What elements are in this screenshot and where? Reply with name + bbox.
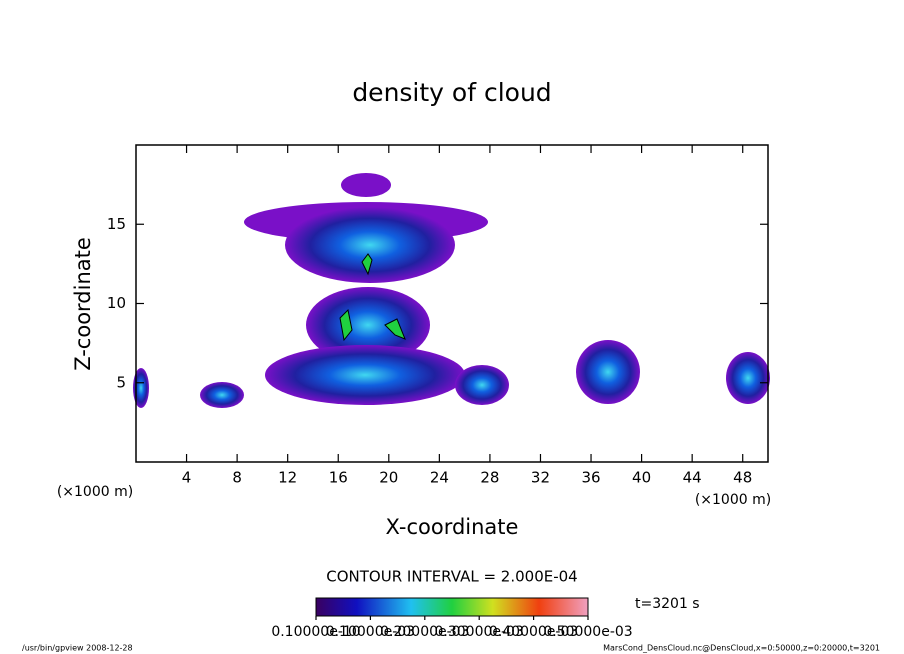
footer: /usr/bin/gpview 2008-12-28 (22, 644, 133, 653)
colorbar-tick-label: 0.10000e-10 (271, 624, 360, 640)
colorbar-tick-label: 0.30000e-03 (435, 624, 524, 640)
x-tick-label: 8 (232, 469, 242, 487)
x-tick-label: 32 (531, 469, 550, 487)
colorbar-tick-label: 0.20000e-03 (380, 624, 469, 640)
y-tick-label: 10 (107, 294, 126, 312)
x-tick-label: 4 (182, 469, 192, 487)
x-tick-label: 24 (430, 469, 449, 487)
contour-interval: CONTOUR INTERVAL = 2.000E-04 (326, 568, 577, 586)
x-unit: (×1000 m) (695, 492, 771, 508)
plot-frame (135, 144, 769, 463)
x-tick-label: 28 (480, 469, 499, 487)
colorbar-tick-label: 0.40000e-03 (489, 624, 578, 640)
x-tick-label: 12 (278, 469, 297, 487)
x-tick-label: 44 (683, 469, 702, 487)
x-tick-label: 20 (379, 469, 398, 487)
footer: MarsCond_DensCloud.nc@DensCloud,x=0:5000… (603, 644, 880, 653)
colorbar (315, 597, 589, 617)
colorbar-tick-label: 0.10000e-03 (326, 624, 415, 640)
x-tick-label: 48 (733, 469, 752, 487)
x-tick-label: 16 (329, 469, 348, 487)
x-unit: (×1000 m) (57, 484, 133, 500)
y-axis-label: Z-coordinate (71, 237, 95, 371)
x-tick-label: 40 (632, 469, 651, 487)
x-axis-label: X-coordinate (386, 515, 519, 539)
y-tick-label: 15 (107, 215, 126, 233)
colorbar-tick-label: 0.50000e-03 (543, 624, 632, 640)
y-tick-label: 5 (116, 373, 126, 391)
x-tick-label: 36 (581, 469, 600, 487)
time-label: t=3201 s (635, 596, 700, 612)
chart-title: density of cloud (352, 78, 551, 107)
cloud-field (133, 173, 770, 408)
